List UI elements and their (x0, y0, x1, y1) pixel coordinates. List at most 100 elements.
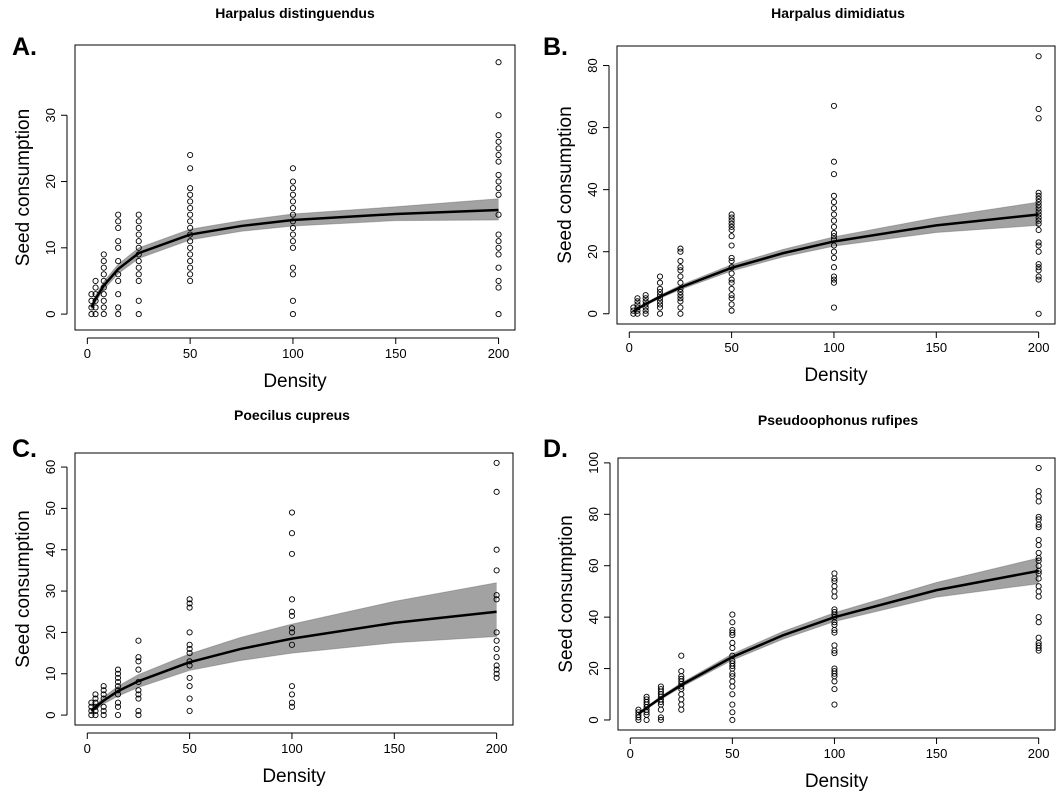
data-point (495, 311, 502, 318)
y-tick-label: 30 (43, 108, 58, 122)
data-point (656, 279, 664, 286)
data-point (135, 277, 142, 285)
data-point (677, 295, 684, 302)
data-point (493, 546, 500, 553)
band-edge (91, 582, 497, 711)
data-point (656, 273, 664, 280)
y-tick-label: 20 (586, 661, 601, 675)
panel-title: Pseudoophonus rufipes (758, 412, 918, 428)
data-point (678, 652, 685, 659)
data-point (678, 668, 685, 675)
data-point (187, 224, 194, 231)
data-point (729, 691, 736, 698)
data-point (289, 271, 296, 278)
y-tick-label: 50 (43, 501, 58, 515)
data-point (657, 714, 664, 721)
data-point (677, 298, 684, 305)
data-point (635, 706, 642, 713)
panel: Harpalus dimidiatus B. 0 50 100 150 200 0 20 40 60… (543, 5, 1056, 386)
data-point (657, 683, 664, 690)
data-point (493, 662, 500, 669)
x-tick-label: 0 (84, 741, 91, 756)
data-point (135, 224, 142, 231)
data-point (1035, 276, 1042, 283)
data-point (831, 665, 838, 672)
data-point (643, 696, 650, 703)
data-point (677, 288, 684, 296)
data-point (1035, 464, 1042, 472)
data-point (114, 699, 122, 706)
data-point (728, 279, 735, 286)
data-point (115, 277, 122, 285)
data-point (1035, 261, 1042, 268)
data-point (831, 629, 838, 636)
data-point (831, 678, 838, 685)
data-point (1035, 588, 1042, 595)
data-point (135, 238, 142, 245)
data-point (289, 244, 296, 251)
y-tick-label: 80 (585, 58, 600, 72)
data-point (1035, 542, 1042, 549)
data-point (115, 224, 122, 231)
data-point (115, 211, 122, 218)
data-point (289, 198, 296, 205)
data-point (289, 224, 296, 231)
x-tick-label: 0 (84, 346, 91, 361)
data-point (135, 691, 142, 698)
data-point (729, 683, 736, 690)
x-axis-label: Density (263, 371, 327, 392)
data-point (831, 578, 838, 585)
data-point (289, 311, 296, 318)
data-point (728, 285, 735, 292)
data-point (88, 703, 95, 710)
data-point (831, 621, 838, 628)
data-point (493, 637, 500, 644)
x-tick-label: 150 (385, 346, 407, 361)
data-point (656, 288, 664, 296)
data-point (115, 291, 122, 298)
data-point (678, 696, 685, 703)
data-point (493, 629, 500, 636)
fit-line (632, 213, 1039, 313)
data-point (830, 158, 838, 165)
data-point (729, 639, 736, 646)
x-tick-label: 50 (183, 346, 197, 361)
data-point (114, 687, 122, 694)
data-point (288, 596, 296, 603)
x-tick-label: 50 (724, 340, 738, 355)
data-point (1035, 199, 1042, 206)
data-point (493, 567, 500, 574)
data-point (88, 707, 95, 714)
data-point (100, 284, 107, 291)
data-point (677, 292, 684, 299)
y-tick-label: 60 (585, 120, 600, 134)
data-point (830, 192, 838, 199)
data-point (187, 151, 194, 159)
data-point (186, 662, 193, 669)
data-point (92, 691, 99, 698)
data-point (495, 277, 502, 285)
fit-line (637, 569, 1039, 715)
y-axis-label: Seed consumption (13, 109, 34, 266)
data-point (186, 604, 193, 611)
data-point (831, 686, 838, 693)
y-tick-label: 60 (586, 558, 601, 572)
data-point (728, 223, 735, 230)
data-point (135, 654, 142, 661)
x-tick-label: 150 (926, 746, 948, 761)
data-point (677, 245, 684, 252)
data-point (728, 307, 735, 314)
x-tick-label: 50 (725, 746, 739, 761)
x-tick-label: 0 (626, 340, 633, 355)
data-point (187, 271, 194, 278)
data-point (656, 285, 664, 292)
data-point (634, 310, 641, 317)
data-point (135, 712, 142, 719)
x-axis-label: Density (805, 771, 869, 792)
data-point (288, 612, 296, 619)
data-point (135, 297, 142, 304)
data-point (1035, 214, 1042, 221)
data-point (830, 205, 838, 212)
data-point (288, 530, 296, 537)
data-point (100, 683, 107, 690)
